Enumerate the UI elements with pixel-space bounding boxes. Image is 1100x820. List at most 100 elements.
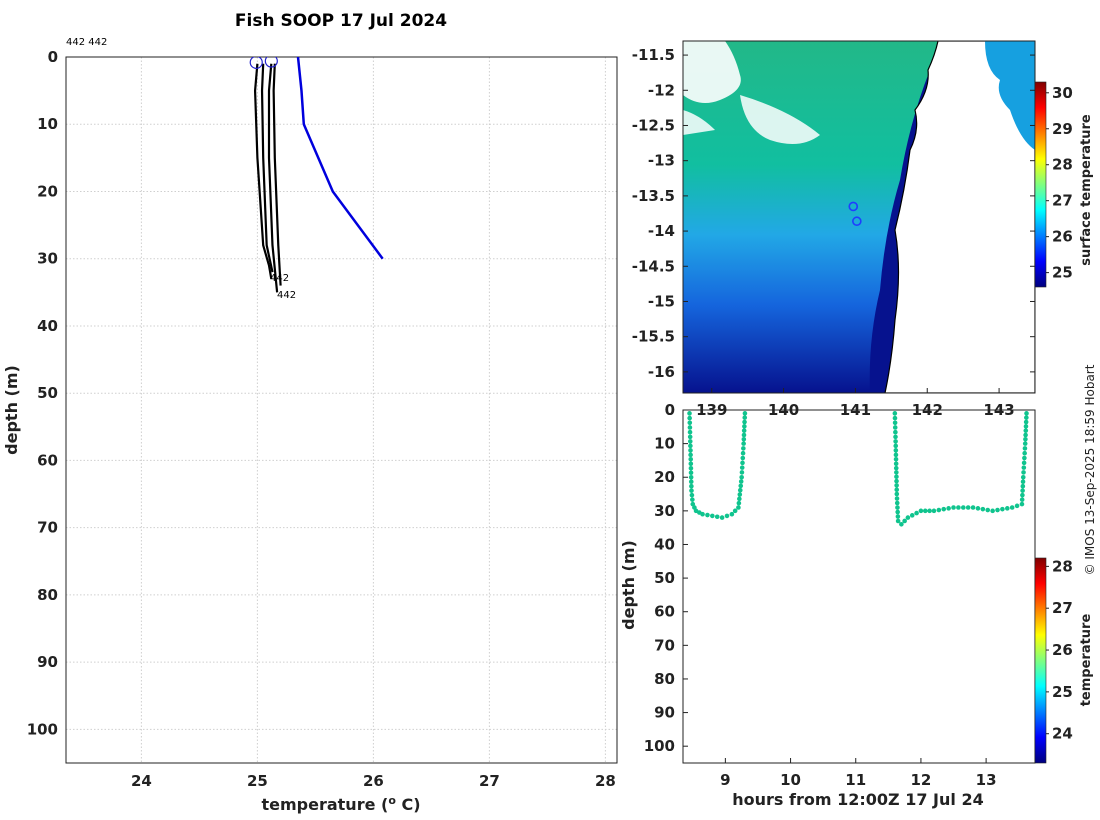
y-tick-label: 20 (37, 182, 58, 200)
data-point (1000, 506, 1005, 512)
profile-4-line (272, 63, 282, 286)
y-tick-label: 100 (27, 720, 58, 738)
data-point (936, 507, 942, 513)
left-series (249, 57, 384, 293)
data-point (1004, 506, 1010, 511)
start-marker (264, 57, 278, 68)
cloud-mask (683, 110, 715, 135)
y-tick-label: 0 (48, 48, 58, 66)
data-point (724, 513, 730, 519)
data-point (1024, 415, 1029, 420)
colorbar-tick-label: 25 (1052, 683, 1073, 701)
colorbar-tick-label: 29 (1052, 120, 1073, 138)
track-point (848, 201, 859, 212)
data-point (894, 470, 899, 475)
data-point (1021, 460, 1027, 466)
data-point (893, 439, 898, 444)
colorbar-tick-label: 28 (1052, 156, 1073, 174)
data-point (914, 510, 919, 516)
cloud-mask (683, 41, 741, 104)
data-point (1023, 428, 1029, 433)
data-point (1020, 492, 1025, 498)
data-point (1022, 446, 1028, 451)
data-point (689, 488, 694, 493)
y-tick-label: 70 (37, 519, 58, 537)
y-tick-label: 70 (654, 636, 675, 654)
data-point (736, 500, 742, 506)
data-point (738, 479, 744, 484)
data-point (927, 508, 932, 514)
track-point (852, 216, 862, 227)
data-point (741, 436, 747, 442)
data-point (894, 500, 900, 506)
colorbar-tick-label: 30 (1052, 84, 1073, 102)
y-tick-label: 40 (654, 535, 675, 553)
y-tick-label: 80 (37, 586, 58, 604)
hours-axis-label: hours from 12:00Z 17 Jul 24 (732, 790, 983, 809)
data-point (688, 461, 694, 467)
data-point (1020, 479, 1026, 485)
y-tick-label: 50 (654, 569, 675, 587)
lat-tick-label: -16 (648, 363, 675, 381)
land-mass (884, 41, 1035, 393)
data-point (975, 506, 981, 511)
data-point (893, 465, 899, 471)
data-point (980, 506, 986, 512)
climatology-line (296, 57, 384, 260)
data-point (689, 492, 695, 498)
colorbar-tick-label: 26 (1052, 641, 1073, 659)
x-tick-label: 11 (845, 771, 866, 789)
x-tick-label: 13 (976, 771, 997, 789)
lat-tick-label: -12.5 (632, 116, 675, 134)
data-point (738, 483, 744, 489)
data-point (710, 513, 715, 519)
data-point (960, 505, 966, 510)
data-point (687, 425, 693, 430)
x-tick-label: 26 (363, 772, 384, 790)
data-point (893, 443, 899, 449)
data-point (741, 446, 746, 451)
y-tick-label: 60 (37, 451, 58, 469)
data-point (893, 452, 899, 458)
y-tick-label: 90 (37, 653, 58, 671)
data-point (946, 506, 951, 511)
annotation-b: 442 (277, 290, 296, 301)
x-tick-label: 24 (131, 772, 152, 790)
lat-tick-label: -12 (648, 81, 675, 99)
x-tick-label: 25 (247, 772, 268, 790)
colorbar-tick-label: 26 (1052, 228, 1073, 246)
data-point (1021, 470, 1026, 475)
data-point (739, 470, 745, 475)
data-point (688, 479, 694, 485)
y-tick-label: 90 (654, 704, 675, 722)
lat-tick-label: -13.5 (632, 187, 675, 205)
data-point (1023, 432, 1028, 438)
data-point (739, 465, 745, 470)
data-point (1019, 497, 1025, 502)
x-tick-label: 28 (595, 772, 616, 790)
data-point (892, 425, 898, 430)
x-tick-label: 27 (479, 772, 500, 790)
y-tick-label: 30 (654, 502, 675, 520)
profile-2-line (260, 63, 274, 273)
data-point (995, 507, 1000, 513)
data-point (985, 507, 991, 513)
data-point (951, 505, 956, 510)
start-marker (249, 57, 263, 69)
lat-tick-label: -15 (648, 292, 675, 310)
data-point (894, 487, 900, 493)
data-point (732, 508, 738, 514)
data-point (688, 457, 694, 462)
x-axis-label: temperature (o C) (261, 794, 420, 815)
data-point (1014, 503, 1020, 509)
annotation-a: 442 (270, 273, 289, 284)
data-point (687, 439, 693, 444)
x-tick-label: 9 (720, 771, 730, 789)
data-point (688, 452, 693, 458)
data-point (740, 450, 746, 456)
data-point (895, 514, 901, 519)
data-point (1022, 450, 1027, 456)
data-point (688, 448, 693, 453)
data-point (737, 487, 743, 493)
data-point (687, 429, 693, 435)
